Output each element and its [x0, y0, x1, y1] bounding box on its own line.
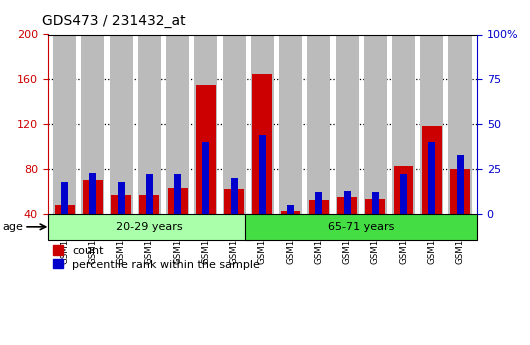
- Text: 20-29 years: 20-29 years: [116, 222, 183, 232]
- Bar: [166, 34, 189, 214]
- Bar: [420, 34, 444, 214]
- Bar: [456, 155, 464, 214]
- Bar: [366, 199, 385, 214]
- Bar: [55, 205, 75, 214]
- FancyBboxPatch shape: [48, 214, 251, 240]
- Bar: [224, 189, 244, 214]
- Bar: [196, 85, 216, 214]
- Bar: [195, 34, 217, 214]
- Bar: [167, 188, 188, 214]
- Bar: [428, 142, 435, 214]
- Bar: [307, 34, 330, 214]
- Bar: [174, 175, 181, 214]
- Bar: [287, 205, 294, 214]
- Bar: [309, 200, 329, 214]
- Bar: [372, 193, 379, 214]
- FancyBboxPatch shape: [245, 214, 477, 240]
- Bar: [138, 34, 161, 214]
- Bar: [251, 34, 274, 214]
- Bar: [450, 169, 470, 214]
- Bar: [139, 195, 159, 214]
- Bar: [364, 34, 387, 214]
- Bar: [111, 195, 131, 214]
- Bar: [335, 34, 359, 214]
- Bar: [448, 34, 472, 214]
- Text: age: age: [3, 222, 23, 232]
- Bar: [394, 166, 413, 214]
- Bar: [223, 34, 246, 214]
- Bar: [422, 126, 441, 214]
- Bar: [61, 181, 68, 214]
- Bar: [400, 175, 407, 214]
- Bar: [392, 34, 415, 214]
- Bar: [252, 74, 272, 214]
- Bar: [337, 197, 357, 214]
- Bar: [315, 193, 322, 214]
- Bar: [259, 135, 266, 214]
- Bar: [281, 210, 301, 214]
- Legend: count, percentile rank within the sample: count, percentile rank within the sample: [49, 241, 264, 274]
- Text: 65-71 years: 65-71 years: [328, 222, 394, 232]
- Bar: [118, 181, 125, 214]
- Bar: [81, 34, 104, 214]
- Bar: [279, 34, 302, 214]
- Bar: [90, 172, 96, 214]
- Bar: [146, 175, 153, 214]
- Text: GDS473 / 231432_at: GDS473 / 231432_at: [42, 13, 186, 28]
- Bar: [53, 34, 76, 214]
- Bar: [231, 178, 237, 214]
- Bar: [343, 190, 351, 214]
- Bar: [83, 180, 103, 214]
- Bar: [110, 34, 132, 214]
- Bar: [202, 142, 209, 214]
